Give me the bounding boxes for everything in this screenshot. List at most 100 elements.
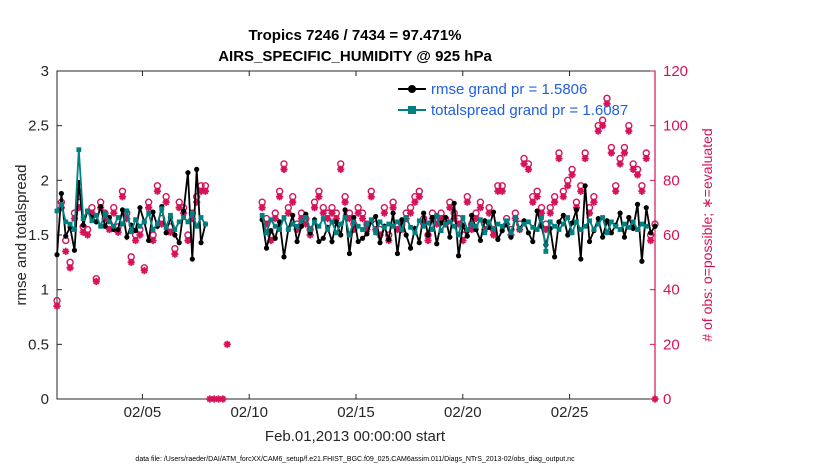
totalspread-point [508, 230, 514, 236]
x-tick-label: 02/25 [551, 404, 589, 421]
obs-evaluated-point [158, 220, 166, 228]
totalspread-point [582, 223, 588, 229]
totalspread-point [198, 215, 204, 220]
totalspread-point [613, 223, 619, 229]
totalspread-point [185, 219, 191, 225]
rmse-point [416, 240, 422, 246]
rmse-point [578, 256, 584, 262]
x-axis-label: Feb.01,2013 00:00:00 start [265, 428, 446, 445]
totalspread-point [565, 215, 571, 220]
rmse-point [163, 230, 169, 236]
obs-evaluated-point [223, 340, 231, 348]
totalspread-point [141, 219, 147, 225]
obs-evaluated-point [328, 209, 336, 217]
legend-rmse-marker [408, 85, 416, 93]
totalspread-point [539, 215, 544, 220]
obs-evaluated-point [276, 193, 284, 201]
obs-evaluated-point [468, 225, 476, 234]
rmse-point [98, 203, 104, 210]
obs-evaluated-point [603, 100, 611, 108]
totalspread-point [102, 210, 108, 216]
y2-tick-label: 0 [663, 391, 671, 408]
totalspread-point [120, 221, 125, 227]
totalspread-point [543, 249, 549, 254]
rmse-point [189, 256, 195, 262]
obs-evaluated-point [188, 215, 196, 223]
rmse-point [556, 219, 562, 225]
obs-evaluated-point [406, 209, 415, 217]
rmse-point [560, 212, 566, 218]
rmse-point [150, 209, 156, 215]
rmse-point [464, 233, 470, 239]
rmse-point [552, 254, 558, 260]
obs-evaluated-point [590, 198, 598, 206]
rmse-point [608, 230, 614, 236]
obs-evaluated-point [66, 264, 74, 272]
x-tick-label: 02/10 [230, 404, 268, 421]
obs-evaluated-point [454, 220, 463, 228]
totalspread-point [364, 221, 370, 227]
rmse-point [54, 252, 60, 258]
rmse-point [316, 238, 322, 245]
legend-spread-marker [408, 106, 416, 114]
obs-evaluated-point [620, 149, 629, 157]
obs-evaluated-point [175, 204, 183, 212]
obs-evaluated-point [363, 225, 371, 234]
totalspread-point [608, 219, 614, 225]
obs-evaluated-point [485, 209, 493, 217]
obs-evaluated-point [88, 209, 96, 217]
obs-evaluated-point [647, 236, 655, 245]
obs-evaluated-point [585, 209, 594, 217]
rmse-point [373, 213, 379, 220]
legend-rmse: rmse grand pr = 1.5806 [431, 81, 587, 98]
obs-evaluated-point [524, 165, 533, 173]
rmse-point [359, 235, 366, 241]
obs-evaluated-point [599, 122, 607, 130]
totalspread-point [368, 217, 374, 223]
obs-evaluated-point [437, 215, 445, 223]
totalspread-point [347, 232, 352, 238]
totalspread-point [189, 210, 195, 216]
totalspread-point [381, 224, 387, 230]
rmse-point [600, 234, 606, 240]
rmse-point [573, 207, 580, 213]
totalspread-point [643, 223, 649, 229]
totalspread-point [478, 217, 483, 223]
obs-evaluated-point [201, 187, 210, 195]
obs-evaluated-point [162, 198, 170, 206]
totalspread-point [399, 227, 405, 232]
rmse-point [639, 258, 645, 264]
totalspread-point [128, 229, 134, 235]
obs-evaluated-point [376, 231, 384, 239]
obs-evaluated-point [145, 204, 153, 212]
rmse-point [595, 216, 601, 222]
totalspread-point [299, 218, 304, 224]
totalspread-point [626, 224, 632, 230]
totalspread-point [294, 223, 300, 229]
y-tick-label: 2.5 [28, 118, 49, 135]
totalspread-point [377, 219, 383, 225]
totalspread-point [85, 208, 90, 214]
rmse-point [263, 245, 270, 251]
obs-evaluated-point [533, 193, 541, 201]
totalspread-point [530, 224, 536, 230]
obs-evaluated-point [166, 228, 175, 236]
totalspread-point [159, 206, 165, 212]
totalspread-point [434, 212, 440, 218]
obs-evaluated-point [324, 215, 332, 223]
totalspread-point [464, 227, 470, 232]
rmse-point [490, 209, 497, 215]
rmse-point [351, 214, 357, 221]
rmse-point [403, 232, 409, 238]
obs-evaluated-point [415, 193, 423, 201]
totalspread-point [150, 227, 156, 232]
rmse-point [194, 166, 200, 172]
rmse-point [102, 223, 108, 229]
obs-evaluated-point [267, 236, 275, 245]
obs-evaluated-point [101, 215, 109, 223]
totalspread-point [133, 217, 138, 223]
obs-evaluated-point [271, 215, 279, 223]
totalspread-point [569, 230, 575, 236]
totalspread-point [272, 223, 278, 229]
rmse-point [617, 210, 623, 216]
